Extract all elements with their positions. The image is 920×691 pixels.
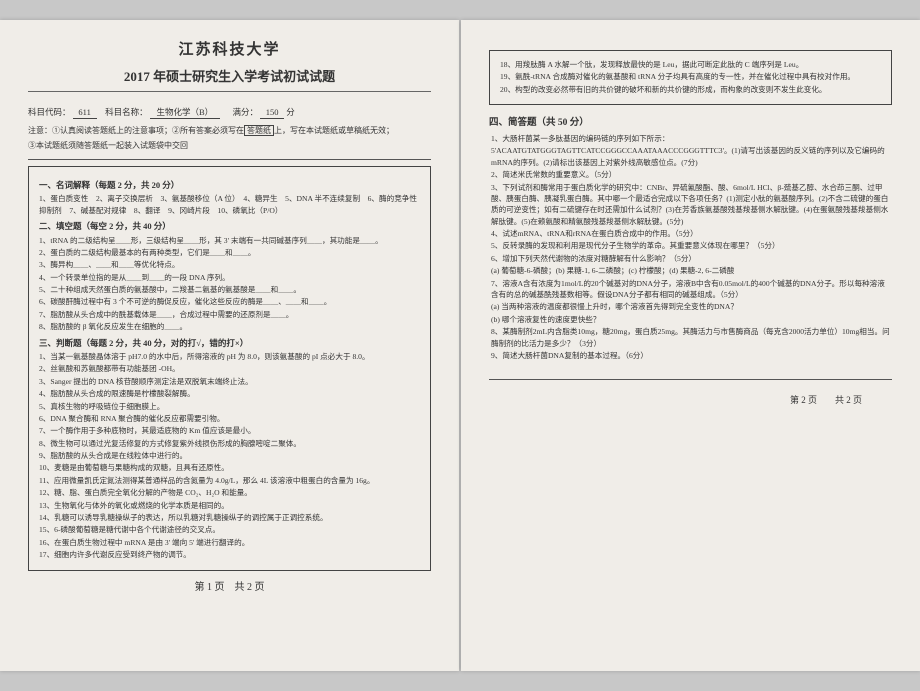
s2-q4: 4、一个转录单位指的是从＿＿到＿＿的一段 DNA 序列。 xyxy=(39,272,420,283)
s4-q1a: 1、大肠杆菌某一多肽基因的编码链的序列如下所示： xyxy=(491,133,890,144)
notice-1a: 注意：①认真阅读答题纸上的注意事项；②所有答案必须写在 xyxy=(28,126,244,135)
sec1-items: 1、蛋白质变性 2、离子交换层析 3、氨基酸移位（A 位） 4、糖异生 5、DN… xyxy=(39,193,420,216)
s3-q6: 6、DNA 聚合酶和 RNA 聚合酶的催化反应都需要引物。 xyxy=(39,413,420,424)
score-label: 满分： xyxy=(233,107,259,117)
page-1: 江苏科技大学 2017 年硕士研究生入学考试初试试题 科目代码： 611 科目名… xyxy=(0,20,459,671)
s4-q7a: (a) 当两种溶液的温度都很慢上升时，哪个溶液首先得到完全变性的DNA？ xyxy=(491,301,890,312)
s3-q5: 5、真核生物的呼吸链位于细胞膜上。 xyxy=(39,401,420,412)
s3-q13: 13、生物氧化与体外的氧化或燃烧的化学本质是相同的。 xyxy=(39,500,420,511)
section-1-head: 一、名词解释（每题 2 分，共 20 分） xyxy=(39,179,420,191)
content-box-right-body: 1、大肠杆菌某一多肽基因的编码链的序列如下所示： 5'ACAATGTATGGGT… xyxy=(489,133,892,361)
name-label: 科目名称： xyxy=(105,107,148,117)
page-2: 18、用羧肽酶 A 水解一个肽，发现释放最快的是 Leu，据此可断定此肽的 C … xyxy=(461,20,920,671)
s4-q6: 6、增加下列天然代谢物的浓度对糖酵解有什么影响？（5分） xyxy=(491,253,890,264)
notice-box: 答题纸 xyxy=(244,125,274,136)
s4-q3: 3、下列试剂和酶常用于蛋白质化学的研究中：CNBr、异硫氰酸酯、酸、6mol/L… xyxy=(491,182,890,228)
s4-q5: 5、反转录酶的发现和利用是现代分子生物学的革命。其重要意义体现在哪里？（5分） xyxy=(491,240,890,251)
s4-q8: 8、某酶制剂2mL内含脂类10mg，糖20mg，蛋白质25mg。其酶活力与市售酶… xyxy=(491,326,890,349)
s3-q2: 2、丝氨酸和苏氨酸都带有功能基团 -OH。 xyxy=(39,363,420,374)
s2-q2: 2、蛋白质的二级结构最基本的有两种类型，它们是＿＿和＿＿。 xyxy=(39,247,420,258)
s3-q11: 11、应用微量凯氏定氮法测得某普通样品的含氮量为 4.0g/L，那么 4L 该溶… xyxy=(39,475,420,486)
full-score: 150 xyxy=(260,106,284,119)
s3-q16: 16、在蛋白质生物过程中 mRNA 是由 3' 端向 5' 端进行翻译的。 xyxy=(39,537,420,548)
s3-q3: 3、Sanger 提出的 DNA 核苷酸顺序测定法是双脱氧末端终止法。 xyxy=(39,376,420,387)
notice-2: ③本试题纸须随答题纸一起装入试题袋中交回 xyxy=(28,140,431,152)
content-box-right-top: 18、用羧肽酶 A 水解一个肽，发现释放最快的是 Leu，据此可断定此肽的 C … xyxy=(489,50,892,105)
s2-q5: 5、二十种组成天然蛋白质的氨基酸中，二羧基二氨基的氨基酸是＿＿和＿＿。 xyxy=(39,284,420,295)
s2-q8: 8、脂肪酸的 β 氧化反应发生在细胞的＿＿。 xyxy=(39,321,420,332)
s4-q7: 7、溶液A含有浓度为1mol/L的20个碱基对的DNA分子，溶液B中含有0.05… xyxy=(491,278,890,301)
s3-q7: 7、一个酶作用于多种底物时，其最适底物的 Km 值应该是最小。 xyxy=(39,425,420,436)
s4-q4: 4、试述mRNA、tRNA和rRNA在蛋白质合成中的作用。（5分） xyxy=(491,228,890,239)
code-label: 科目代码： xyxy=(28,107,71,117)
section-3-head: 三、判断题（每题 2 分，共 40 分，对的打√，错的打×） xyxy=(39,337,420,349)
section-4-head: 四、简答题（共 50 分） xyxy=(489,117,892,131)
s4-q2: 2、简述米氏常数的重要意义。（5分） xyxy=(491,169,890,180)
s2-q3: 3、酶异构＿＿、＿＿和＿＿等优化特点。 xyxy=(39,259,420,270)
section-2-head: 二、填空题（每空 2 分，共 40 分） xyxy=(39,220,420,232)
s4-q9: 9、简述大肠杆菌DNA复制的基本过程。（6分） xyxy=(491,350,890,361)
subject-code: 611 xyxy=(73,106,97,119)
s3-q1: 1、当某一氨基酸晶体溶于 pH7.0 的水中后，所得溶液的 pH 为 8.0，则… xyxy=(39,351,420,362)
s3-q12: 12、糖、脂、蛋白质完全氧化分解的产物是 CO₂、H₂O 和能量。 xyxy=(39,487,420,498)
subject-name: 生物化学（B） xyxy=(150,106,220,119)
university-name: 江苏科技大学 xyxy=(28,40,431,62)
s3-q4: 4、脂肪酸从头合成的限速酶是柠檬酸裂解酶。 xyxy=(39,388,420,399)
s2-q6: 6、碳酸酐酶过程中有 3 个不可逆的酶促反应，催化这些反应的酶是＿＿、＿＿和＿＿… xyxy=(39,296,420,307)
s3-q17: 17、细胞内许多代谢反应受到终产物的调节。 xyxy=(39,549,420,560)
divider xyxy=(28,159,431,160)
notice-1b: 上，写在本试题纸或草稿纸无效； xyxy=(274,126,394,135)
divider-right xyxy=(489,379,892,380)
page-number-1: 第 1 页 共 2 页 xyxy=(28,581,431,596)
s3-q20: 20、构型的改变必然带有旧的共价键的破坏和新的共价键的形成，而构象的改变则不发生… xyxy=(500,84,881,95)
page-number-2: 第 2 页 共 2 页 xyxy=(489,394,892,407)
s3-q8: 8、微生物可以通过光复活修复的方式修复紫外线损伤形成的胸腺嘧啶二聚体。 xyxy=(39,438,420,449)
page-spread: 江苏科技大学 2017 年硕士研究生入学考试初试试题 科目代码： 611 科目名… xyxy=(0,20,920,671)
s3-q18: 18、用羧肽酶 A 水解一个肽，发现释放最快的是 Leu，据此可断定此肽的 C … xyxy=(500,59,881,70)
score-unit: 分 xyxy=(286,107,295,117)
notice-1: 注意：①认真阅读答题纸上的注意事项；②所有答案必须写在答题纸上，写在本试题纸或草… xyxy=(28,125,431,137)
content-box-left: 一、名词解释（每题 2 分，共 20 分） 1、蛋白质变性 2、离子交换层析 3… xyxy=(28,166,431,570)
meta-row: 科目代码： 611 科目名称： 生物化学（B） 满分： 150 分 xyxy=(28,106,431,119)
s3-q19: 19、氨酰-tRNA 合成酶对催化的氨基酸和 tRNA 分子均具有高度的专一性，… xyxy=(500,71,881,82)
exam-title: 2017 年硕士研究生入学考试初试试题 xyxy=(28,68,431,92)
s3-q15: 15、6-磷酸葡萄糖是糖代谢中各个代谢途径的交叉点。 xyxy=(39,524,420,535)
s3-q10: 10、麦糖是由葡萄糖与果糖构成的双糖，且具有还原性。 xyxy=(39,462,420,473)
s3-q14: 14、乳糖可以诱导乳糖操纵子的表达，所以乳糖对乳糖操纵子的调控属于正调控系统。 xyxy=(39,512,420,523)
s4-q7b: (b) 哪个溶液复性的速度更快些？ xyxy=(491,314,890,325)
s2-q1: 1、tRNA 的二级结构呈＿＿形，三级结构呈＿＿形，其 3' 末端有一共同碱基序… xyxy=(39,235,420,246)
s4-q1b: 5'ACAATGTATGGGTAGTTCATCCGGGCCAAATAAACCCG… xyxy=(491,145,890,168)
s2-q7: 7、脂肪酸从头合成中的酰基载体是＿＿，合成过程中需要的还原剂是＿＿。 xyxy=(39,309,420,320)
s3-q9: 9、脂肪酸的从头合成是在线粒体中进行的。 xyxy=(39,450,420,461)
s4-q6opts: (a) 葡萄糖-6-磷酸；(b) 果糖-1, 6-二磷酸；(c) 柠檬酸；(d)… xyxy=(491,265,890,276)
